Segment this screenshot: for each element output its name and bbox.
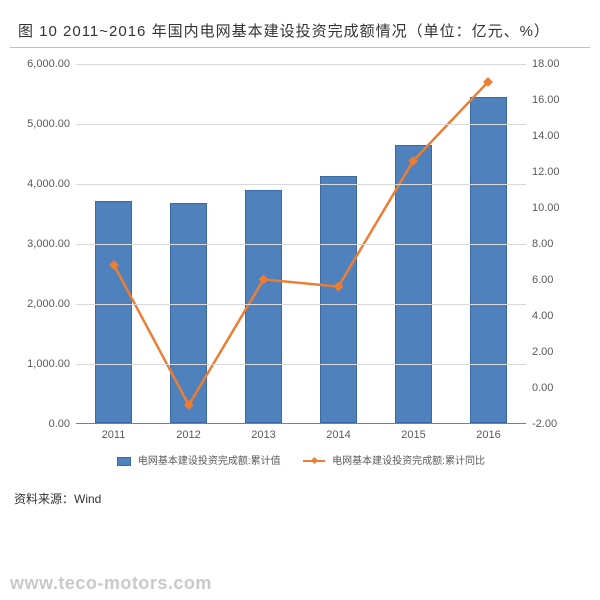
legend-item-line: 电网基本建设投资完成额:累计同比 — [303, 452, 485, 467]
y-right-tick-label: 10.00 — [532, 202, 576, 214]
chart-title: 图 10 2011~2016 年国内电网基本建设投资完成额情况（单位：亿元、%） — [0, 0, 600, 47]
y-right-tick-label: 0.00 — [532, 382, 576, 394]
y-left-tick-label: 2,000.00 — [20, 298, 70, 310]
title-divider — [10, 47, 590, 48]
line-marker — [109, 260, 119, 270]
y-axis-left-labels: 0.001,000.002,000.003,000.004,000.005,00… — [20, 64, 70, 424]
legend: 电网基本建设投资完成额:累计值 电网基本建设投资完成额:累计同比 — [76, 452, 526, 467]
y-right-tick-label: -2.00 — [532, 418, 576, 430]
x-tick-label: 2013 — [251, 429, 275, 441]
gridline — [76, 64, 526, 65]
gridline — [76, 244, 526, 245]
y-right-tick-label: 6.00 — [532, 274, 576, 286]
plot-area — [76, 64, 526, 424]
y-right-tick-label: 2.00 — [532, 346, 576, 358]
gridline — [76, 364, 526, 365]
y-left-tick-label: 5,000.00 — [20, 118, 70, 130]
legend-line-label: 电网基本建设投资完成额:累计同比 — [332, 456, 485, 467]
y-right-tick-label: 16.00 — [532, 94, 576, 106]
source-label: 资料来源：Wind — [0, 484, 600, 507]
gridline — [76, 124, 526, 125]
x-tick-label: 2016 — [476, 429, 500, 441]
x-tick-label: 2014 — [326, 429, 350, 441]
chart-container: 0.00 1,000.00 2,000.00 3,000.00 4,000.00 5,00… — [20, 54, 580, 484]
gridline — [76, 184, 526, 185]
gridline — [76, 304, 526, 305]
y-left-tick-label: 4,000.00 — [20, 178, 70, 190]
legend-bar-swatch — [117, 457, 131, 466]
y-right-tick-label: 12.00 — [532, 166, 576, 178]
y-right-tick-label: 8.00 — [532, 238, 576, 250]
x-axis-labels: 2011 2012 2013 2014 2015 2016 — [76, 429, 526, 445]
legend-item-bar: 电网基本建设投资完成额:累计值 — [117, 452, 281, 467]
y-right-tick-label: 4.00 — [532, 310, 576, 322]
y-right-tick-label: 18.00 — [532, 58, 576, 70]
y-right-tick-label: 14.00 — [532, 130, 576, 142]
x-tick-label: 2015 — [401, 429, 425, 441]
legend-bar-label: 电网基本建设投资完成额:累计值 — [138, 456, 281, 467]
y-left-tick-label: 0.00 — [20, 418, 70, 430]
y-left-tick-label: 6,000.00 — [20, 58, 70, 70]
legend-line-swatch — [303, 460, 325, 462]
x-tick-label: 2012 — [176, 429, 200, 441]
watermark: www.teco-motors.com — [10, 573, 212, 594]
x-tick-label: 2011 — [102, 429, 126, 441]
y-left-tick-label: 1,000.00 — [20, 358, 70, 370]
y-axis-right-labels: -2.000.002.004.006.008.0010.0012.0014.00… — [532, 64, 576, 424]
y-left-tick-label: 3,000.00 — [20, 238, 70, 250]
